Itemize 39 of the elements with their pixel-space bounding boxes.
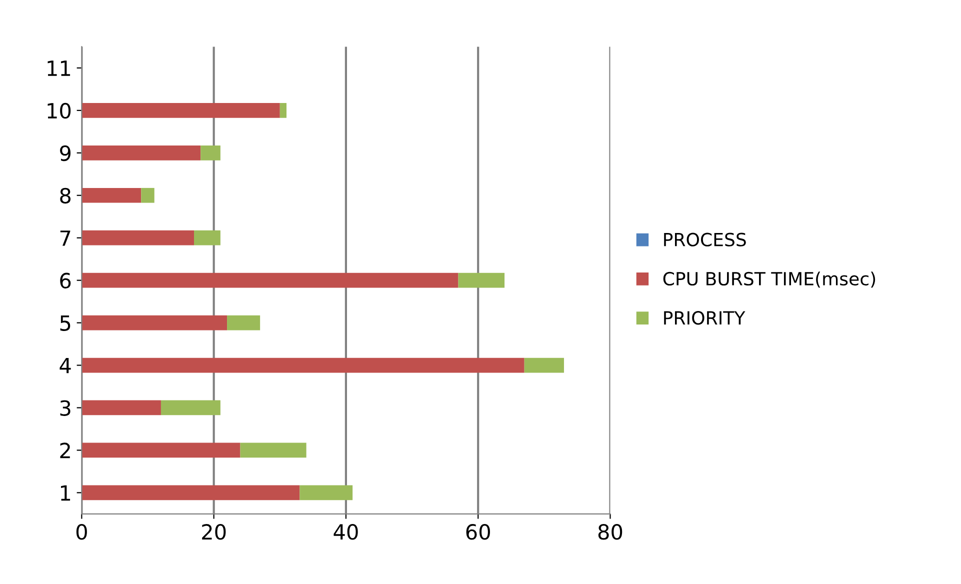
- bar: [194, 230, 220, 246]
- bar: [82, 358, 524, 373]
- y-tick-label: 6: [60, 272, 71, 289]
- x-tick-label: 80: [598, 524, 622, 540]
- bar: [82, 230, 194, 246]
- y-tick-label: 8: [60, 188, 71, 204]
- bar: [240, 442, 306, 458]
- bar: [280, 102, 286, 118]
- y-tick-label: 7: [60, 230, 70, 246]
- y-tick-label: 9: [60, 145, 70, 162]
- bar: [82, 315, 228, 330]
- y-tick-label: 4: [60, 358, 71, 374]
- legend-label: PROCESS: [664, 232, 746, 246]
- bar: [200, 145, 220, 160]
- bar: [160, 400, 220, 416]
- bar: [300, 485, 353, 500]
- bar: [141, 188, 154, 203]
- x-tick-label: 40: [334, 524, 358, 540]
- y-tick-label: 2: [60, 442, 70, 458]
- bar: [82, 102, 280, 118]
- bar: [524, 358, 564, 373]
- bar: [227, 315, 260, 330]
- bar: [82, 188, 142, 203]
- legend-label: CPU BURST TIME(msec): [663, 272, 876, 288]
- bar: [82, 400, 161, 416]
- y-tick-label: 11: [48, 60, 70, 76]
- legend-label: PRIORITY: [664, 311, 746, 325]
- y-tick-label: 3: [60, 400, 70, 416]
- x-tick-label: 0: [76, 524, 87, 540]
- y-tick-label: 5: [60, 316, 70, 332]
- bar: [82, 442, 240, 458]
- bar: [458, 272, 505, 288]
- bar: [82, 145, 201, 160]
- x-tick-label: 20: [202, 524, 226, 540]
- y-tick-label: 10: [48, 102, 71, 119]
- y-tick-label: 1: [60, 485, 70, 501]
- bar: [82, 485, 300, 500]
- bar: [82, 272, 458, 288]
- x-tick-label: 60: [466, 524, 490, 540]
